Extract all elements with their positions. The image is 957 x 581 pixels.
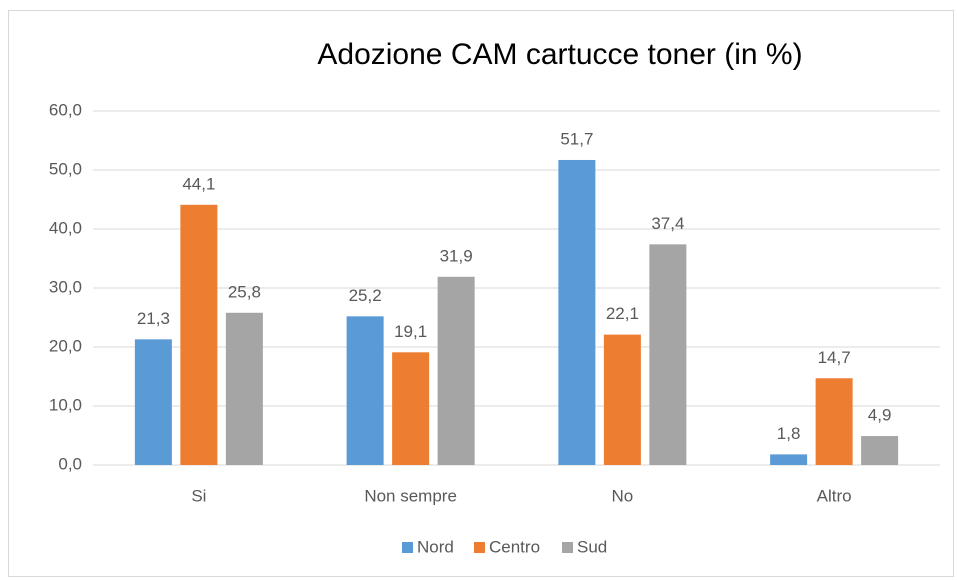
- y-tick-label: 40,0: [49, 218, 82, 237]
- legend-swatch: [562, 542, 573, 553]
- bar: [861, 436, 899, 465]
- chart-border: [8, 10, 954, 577]
- legend-swatch: [474, 542, 485, 553]
- data-label: 25,8: [228, 282, 261, 301]
- data-label: 1,8: [777, 424, 801, 443]
- data-label: 14,7: [818, 348, 851, 367]
- y-tick-label: 10,0: [49, 395, 82, 414]
- data-label: 51,7: [560, 129, 593, 148]
- bar: [437, 276, 475, 465]
- bar: [134, 339, 172, 465]
- legend-label: Sud: [577, 537, 607, 556]
- data-label: 44,1: [182, 174, 215, 193]
- bar: [225, 312, 263, 465]
- data-label: 19,1: [394, 322, 427, 341]
- data-label: 22,1: [606, 304, 639, 323]
- data-label: 31,9: [440, 246, 473, 265]
- bar: [392, 352, 430, 465]
- y-tick-label: 30,0: [49, 277, 82, 296]
- chart-title: Adozione CAM cartucce toner (in %): [317, 38, 802, 71]
- data-label: 25,2: [349, 286, 382, 305]
- x-tick-label: No: [612, 486, 634, 505]
- bar: [649, 244, 687, 465]
- data-label: 4,9: [868, 406, 892, 425]
- bar: [770, 454, 808, 465]
- data-label: 21,3: [137, 309, 170, 328]
- bar: [603, 334, 641, 465]
- bar: [180, 204, 218, 465]
- bar: [815, 378, 853, 465]
- y-tick-label: 20,0: [49, 336, 82, 355]
- bar: [558, 159, 596, 465]
- y-tick-label: 0,0: [58, 454, 82, 473]
- bar: [346, 316, 384, 465]
- y-tick-label: 50,0: [49, 159, 82, 178]
- x-tick-label: Altro: [817, 486, 852, 505]
- legend-swatch: [402, 542, 413, 553]
- legend-label: Nord: [417, 537, 454, 556]
- legend-label: Centro: [489, 537, 540, 556]
- x-tick-label: Non sempre: [364, 486, 457, 505]
- y-tick-label: 60,0: [49, 100, 82, 119]
- x-tick-label: Si: [191, 486, 206, 505]
- data-label: 37,4: [651, 214, 684, 233]
